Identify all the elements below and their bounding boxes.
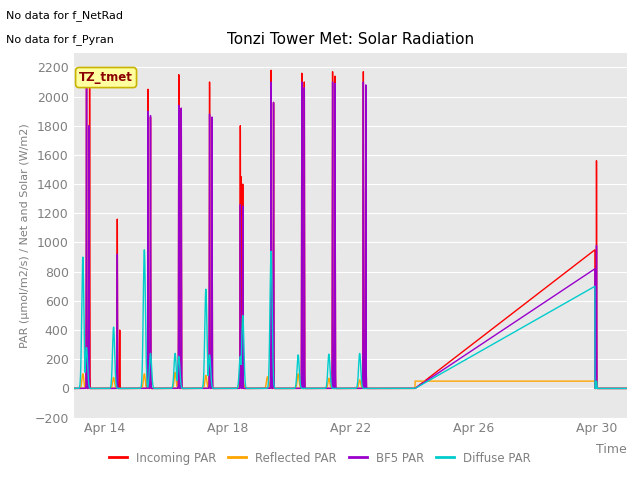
Reflected PAR: [463, 378, 470, 384]
Text: TZ_tmet: TZ_tmet: [79, 71, 133, 84]
Incoming PAR: [623, 385, 631, 391]
Diffuse PAR: [141, 247, 148, 252]
Diffuse PAR: [623, 385, 631, 391]
Reflected PAR: [176, 376, 184, 382]
Line: Reflected PAR: Reflected PAR: [74, 372, 627, 388]
Incoming PAR: [560, 271, 568, 277]
Incoming PAR: [268, 67, 275, 73]
Diffuse PAR: [176, 361, 184, 367]
BF5 PAR: [497, 329, 504, 335]
Reflected PAR: [172, 370, 179, 375]
Reflected PAR: [560, 378, 568, 384]
Reflected PAR: [497, 378, 504, 384]
Legend: Incoming PAR, Reflected PAR, BF5 PAR, Diffuse PAR: Incoming PAR, Reflected PAR, BF5 PAR, Di…: [104, 447, 536, 469]
BF5 PAR: [623, 385, 631, 391]
BF5 PAR: [560, 287, 568, 292]
BF5 PAR: [83, 79, 90, 85]
BF5 PAR: [463, 351, 470, 357]
BF5 PAR: [93, 385, 101, 391]
Incoming PAR: [416, 382, 424, 388]
Incoming PAR: [93, 385, 101, 391]
BF5 PAR: [416, 383, 424, 388]
Line: Incoming PAR: Incoming PAR: [74, 70, 627, 388]
Incoming PAR: [175, 385, 183, 391]
Incoming PAR: [70, 385, 77, 391]
Y-axis label: PAR (μmol/m2/s) / Net and Solar (W/m2): PAR (μmol/m2/s) / Net and Solar (W/m2): [20, 123, 30, 348]
Diffuse PAR: [70, 385, 77, 391]
Line: BF5 PAR: BF5 PAR: [74, 82, 627, 388]
Diffuse PAR: [463, 356, 470, 362]
Text: Time: Time: [596, 443, 627, 456]
Diffuse PAR: [560, 301, 568, 307]
Diffuse PAR: [497, 337, 504, 343]
Reflected PAR: [93, 385, 101, 391]
Diffuse PAR: [93, 385, 101, 391]
Text: No data for f_Pyran: No data for f_Pyran: [6, 34, 115, 45]
Incoming PAR: [497, 320, 504, 325]
BF5 PAR: [176, 385, 184, 391]
Reflected PAR: [623, 385, 631, 391]
Incoming PAR: [463, 346, 470, 351]
Reflected PAR: [416, 378, 424, 384]
Text: No data for f_NetRad: No data for f_NetRad: [6, 10, 124, 21]
Reflected PAR: [70, 385, 77, 391]
BF5 PAR: [70, 385, 77, 391]
Line: Diffuse PAR: Diffuse PAR: [74, 250, 627, 388]
Diffuse PAR: [416, 383, 424, 389]
Title: Tonzi Tower Met: Solar Radiation: Tonzi Tower Met: Solar Radiation: [227, 33, 474, 48]
Reflected PAR: [92, 385, 100, 391]
Diffuse PAR: [93, 385, 101, 391]
